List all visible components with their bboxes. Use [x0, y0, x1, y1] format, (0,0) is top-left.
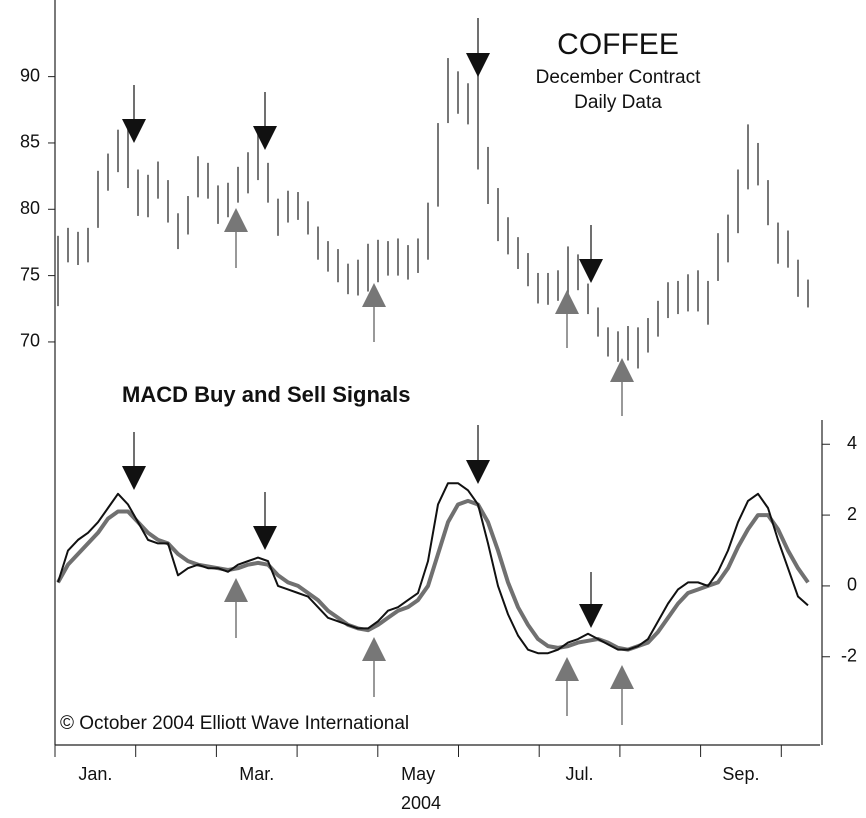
sell-arrow: [122, 466, 146, 490]
y-tick-label: 80: [20, 198, 40, 218]
y-tick-label: -2: [841, 646, 857, 666]
x-tick-label: Jul.: [566, 764, 594, 784]
sell-arrow: [579, 604, 603, 628]
buy-arrow: [610, 665, 634, 689]
macd-line: [56, 498, 810, 652]
y-tick-label: 75: [20, 264, 40, 284]
x-tick-label: Jan.: [78, 764, 112, 784]
chart-title: COFFEE: [557, 28, 679, 61]
x-tick-label: Sep.: [722, 764, 759, 784]
sell-arrow: [253, 526, 277, 550]
sell-arrow: [253, 126, 277, 150]
sell-arrow: [466, 53, 490, 77]
y-tick-label: 70: [20, 331, 40, 351]
annotation: © October 2004 Elliott Wave Internationa…: [60, 713, 409, 734]
y-tick-label: 85: [20, 132, 40, 152]
x-axis-label: 2004: [401, 793, 441, 813]
panel-title: MACD Buy and Sell Signals: [122, 382, 411, 407]
macd-line: [57, 482, 809, 655]
sell-arrow: [579, 259, 603, 283]
x-tick-label: Mar.: [239, 764, 274, 784]
buy-arrow: [610, 358, 634, 382]
buy-arrow: [555, 657, 579, 681]
y-tick-label: 90: [20, 65, 40, 85]
sell-arrow: [122, 119, 146, 143]
y-tick-label: 2: [847, 504, 857, 524]
buy-arrow: [362, 283, 386, 307]
buy-arrow: [224, 208, 248, 232]
chart-subtitle: December Contract: [536, 67, 701, 88]
sell-arrow: [466, 460, 490, 484]
y-tick-label: 4: [847, 433, 857, 453]
buy-arrow: [362, 637, 386, 661]
x-tick-label: May: [401, 764, 435, 784]
buy-arrow: [224, 578, 248, 602]
buy-arrow: [555, 290, 579, 314]
y-tick-label: 0: [847, 575, 857, 595]
chart-subtitle: Daily Data: [574, 92, 662, 113]
